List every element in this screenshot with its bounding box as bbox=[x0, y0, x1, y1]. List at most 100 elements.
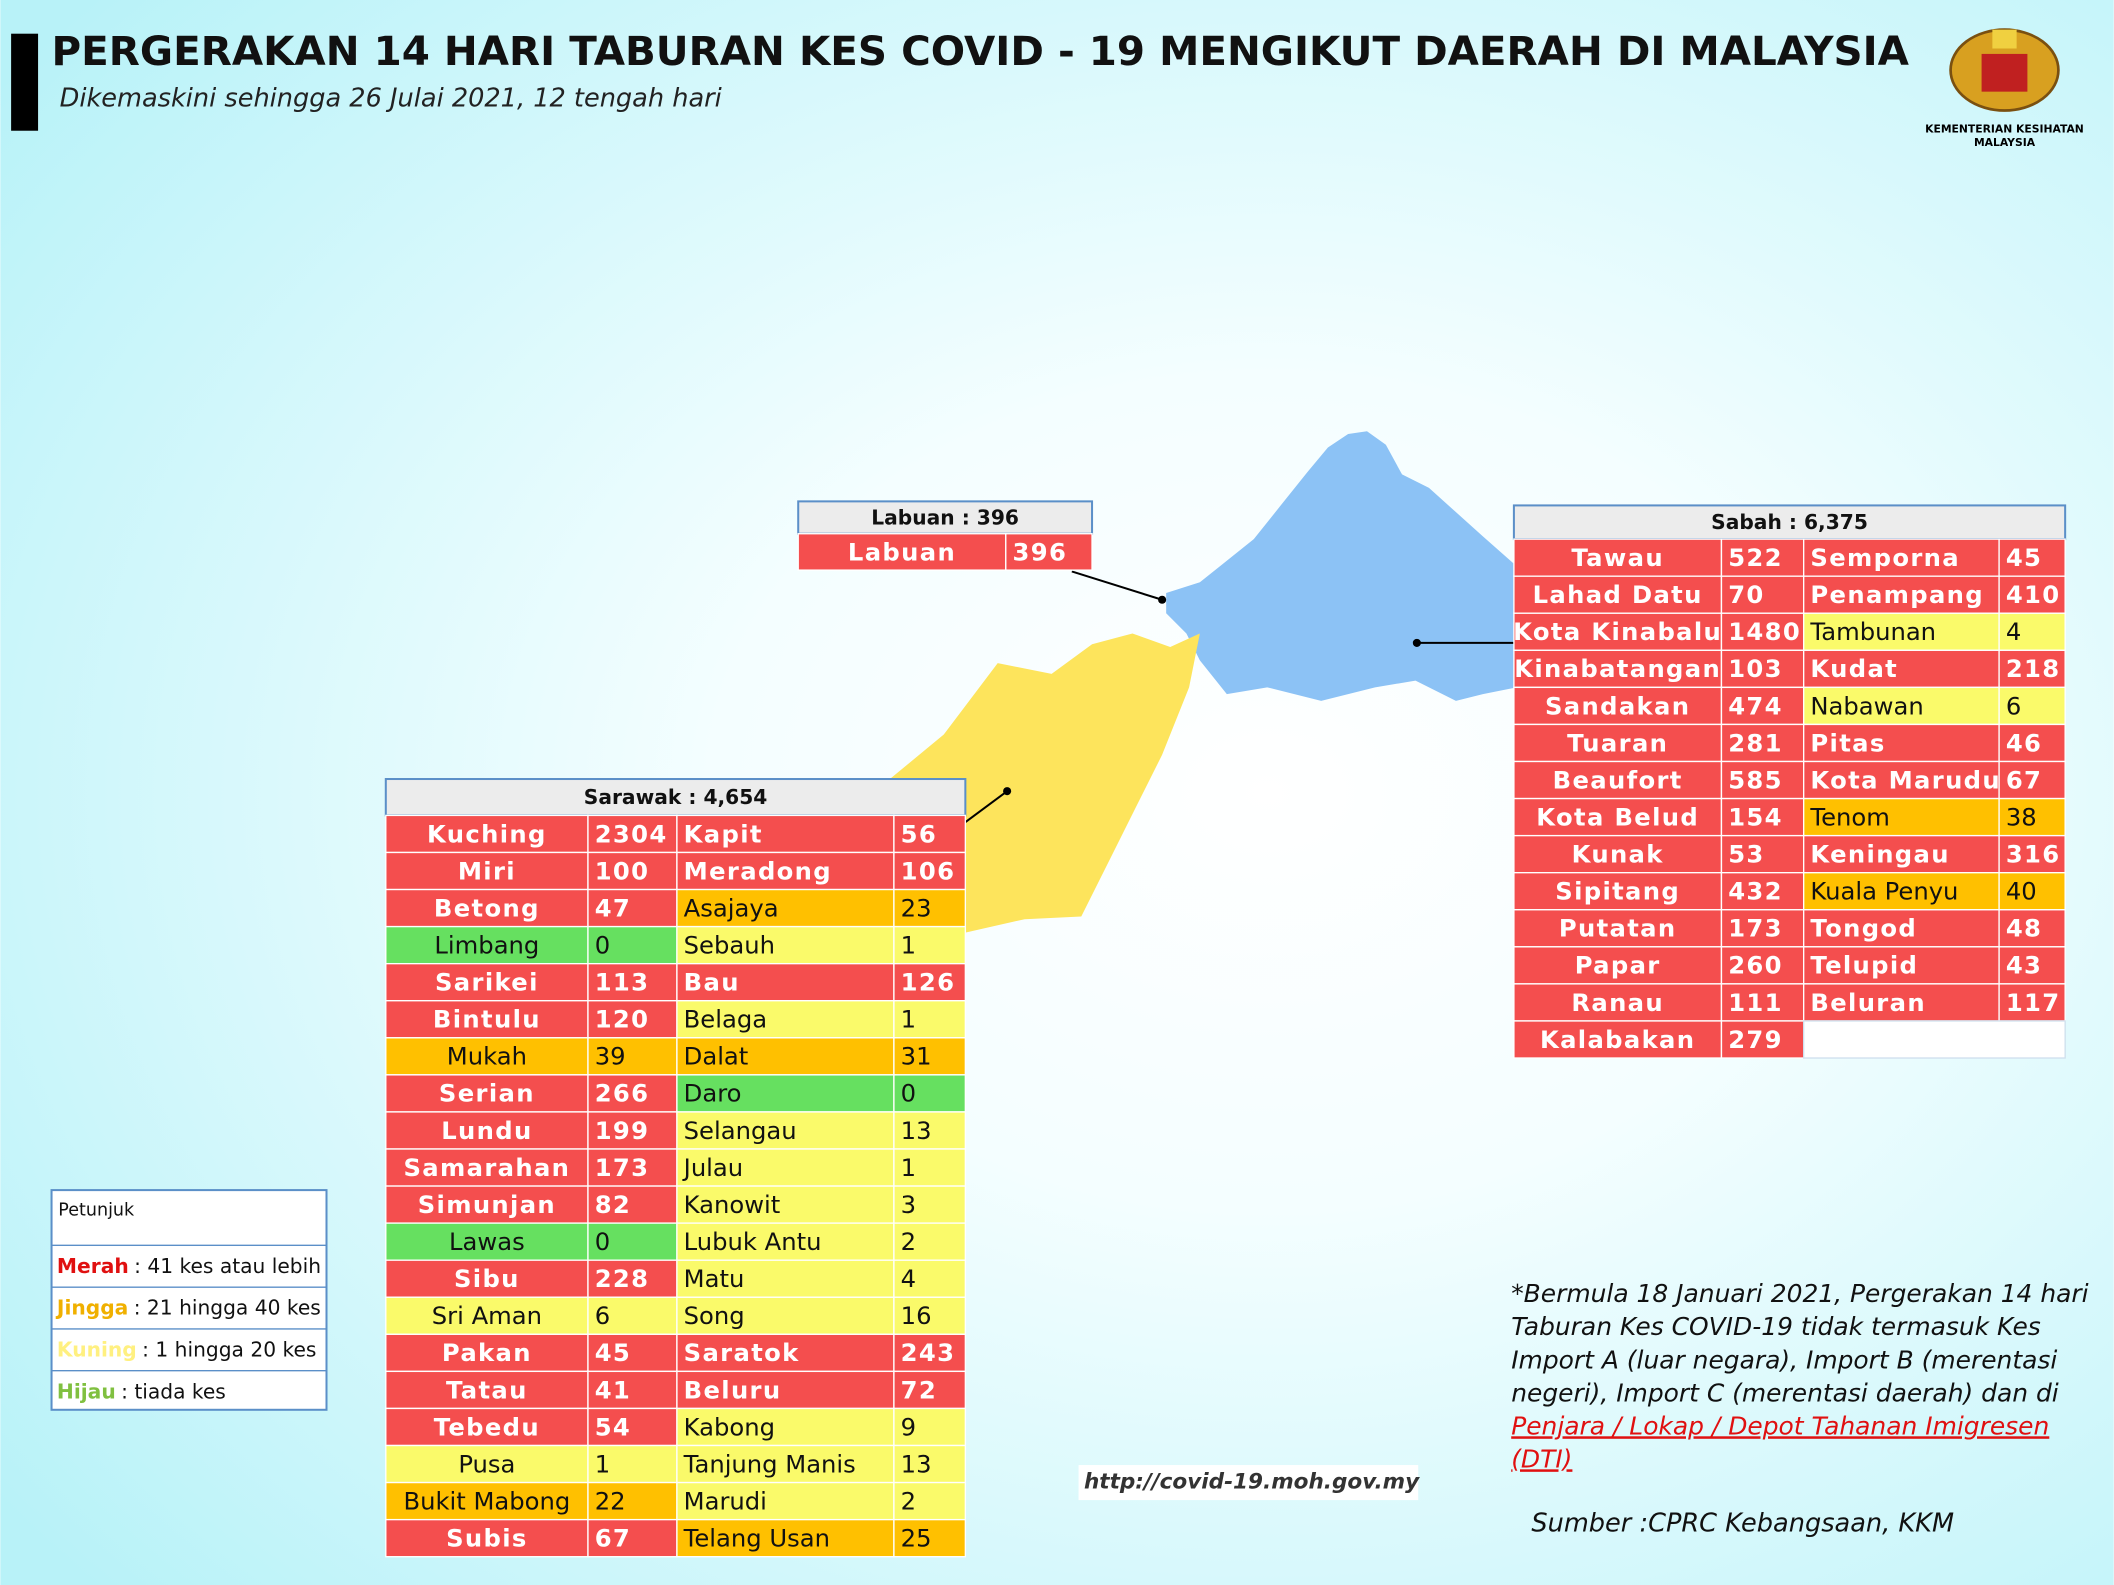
cell bbox=[1720, 538, 1805, 577]
district-name: Tuaran bbox=[1567, 728, 1668, 757]
note-link: Penjara / Lokap / Depot Tahanan Imigrese… bbox=[1511, 1411, 2049, 1440]
empty-cell bbox=[1803, 1020, 2066, 1059]
cell bbox=[1998, 538, 2066, 577]
cell bbox=[385, 1111, 589, 1150]
cell bbox=[587, 814, 678, 854]
district-cases: 260 bbox=[1728, 951, 1783, 980]
district-cases: 22 bbox=[595, 1486, 626, 1515]
district-name: Tatau bbox=[446, 1375, 528, 1404]
district-name: Belaga bbox=[684, 1005, 767, 1034]
district-cases: 1 bbox=[901, 1005, 916, 1034]
district-name: Song bbox=[684, 1301, 745, 1330]
cell bbox=[1513, 612, 1723, 651]
district-cases: 1480 bbox=[1728, 617, 1801, 646]
district-name: Saratok bbox=[684, 1338, 800, 1367]
district-name: Kapit bbox=[684, 819, 763, 848]
cell bbox=[893, 1518, 967, 1558]
connector-dot bbox=[1003, 787, 1012, 796]
district-name: Subis bbox=[446, 1524, 528, 1553]
district-name: Bukit Mabong bbox=[403, 1486, 570, 1515]
note-line: *Bermula 18 Januari 2021, Pergerakan 14 … bbox=[1511, 1279, 2088, 1308]
cell bbox=[587, 1259, 678, 1298]
legend-entry: Hijau: tiada kes bbox=[57, 1379, 226, 1403]
district-cases: 31 bbox=[901, 1042, 932, 1071]
district-name: Tebedu bbox=[434, 1412, 540, 1441]
district-cases: 38 bbox=[2006, 802, 2037, 831]
legend-term: Kuning bbox=[57, 1337, 137, 1361]
cell bbox=[893, 1407, 967, 1447]
map-sabah bbox=[1166, 431, 1517, 701]
district-cases: 126 bbox=[901, 968, 956, 997]
cell bbox=[587, 1333, 678, 1373]
note-link: (DTI) bbox=[1511, 1444, 1572, 1473]
district-name: Asajaya bbox=[684, 893, 779, 922]
district-name: Kunak bbox=[1572, 840, 1664, 869]
district-cases: 0 bbox=[595, 1227, 610, 1256]
cell bbox=[1803, 872, 2000, 911]
cell bbox=[1720, 575, 1805, 614]
district-cases: 522 bbox=[1728, 543, 1783, 572]
cell bbox=[385, 1296, 589, 1335]
cell bbox=[587, 1518, 678, 1558]
cell bbox=[1998, 760, 2066, 800]
district-cases: 243 bbox=[901, 1338, 956, 1367]
legend-title: Petunjuk bbox=[58, 1200, 135, 1220]
district-name: Tawau bbox=[1571, 543, 1664, 572]
cell bbox=[893, 1370, 967, 1410]
cell bbox=[385, 925, 589, 965]
note-line: Import A (luar negara), Import B (merent… bbox=[1511, 1345, 2057, 1374]
cell bbox=[893, 1296, 967, 1335]
district-name: Kuching bbox=[427, 819, 547, 848]
district-name: Papar bbox=[1575, 951, 1661, 980]
cell bbox=[893, 814, 967, 854]
connector-dot bbox=[1412, 638, 1421, 647]
cell bbox=[587, 888, 678, 928]
source: Sumber :CPRC Kebangsaan, KKM bbox=[1531, 1508, 1954, 1538]
cell bbox=[587, 1111, 678, 1150]
cell bbox=[676, 888, 895, 928]
district-cases: 47 bbox=[595, 893, 631, 922]
district-cases: 2 bbox=[901, 1486, 916, 1515]
legend-text: : 1 hingga 20 kes bbox=[142, 1337, 316, 1361]
cell bbox=[1513, 797, 1723, 837]
cell bbox=[1720, 983, 1805, 1022]
district-name: Limbang bbox=[434, 930, 539, 959]
district-cases: 281 bbox=[1728, 728, 1783, 757]
district-cases: 199 bbox=[595, 1116, 650, 1145]
legend-term: Jingga bbox=[55, 1295, 128, 1319]
cell bbox=[676, 1407, 895, 1447]
table-title: Sabah : 6,375 bbox=[1711, 510, 1868, 534]
district-name: Samarahan bbox=[403, 1153, 570, 1182]
cell bbox=[1720, 612, 1805, 651]
title: PERGERAKAN 14 HARI TABURAN KES COVID - 1… bbox=[52, 27, 1910, 75]
cell bbox=[1998, 909, 2066, 948]
cell bbox=[385, 1481, 589, 1521]
legend-term: Hijau bbox=[57, 1379, 116, 1403]
connector bbox=[964, 790, 1008, 823]
district-cases: 266 bbox=[595, 1079, 650, 1108]
district-cases: 2304 bbox=[595, 819, 668, 848]
district-name: Serian bbox=[439, 1079, 535, 1108]
district-name: Matu bbox=[684, 1264, 745, 1293]
district-name: Kinabatangan bbox=[1514, 654, 1721, 683]
cell bbox=[1513, 983, 1723, 1022]
district-cases: 3 bbox=[901, 1190, 916, 1219]
table-header bbox=[797, 500, 1094, 535]
cell bbox=[676, 962, 895, 1002]
cell bbox=[1720, 909, 1805, 948]
district-name: Bau bbox=[684, 968, 740, 997]
district-name: Sarikei bbox=[435, 968, 539, 997]
table-header bbox=[1512, 504, 2067, 541]
cell bbox=[676, 1296, 895, 1335]
cell bbox=[1005, 533, 1093, 571]
cell bbox=[1513, 760, 1723, 800]
legend-entry: Kuning: 1 hingga 20 kes bbox=[57, 1337, 316, 1361]
title-bar bbox=[11, 33, 39, 131]
cell bbox=[1803, 649, 2000, 689]
district-name: Beaufort bbox=[1553, 765, 1683, 794]
district-name: Betong bbox=[434, 893, 540, 922]
cell bbox=[385, 1148, 589, 1187]
district-name: Dalat bbox=[684, 1042, 749, 1071]
district-cases: 82 bbox=[595, 1190, 631, 1219]
